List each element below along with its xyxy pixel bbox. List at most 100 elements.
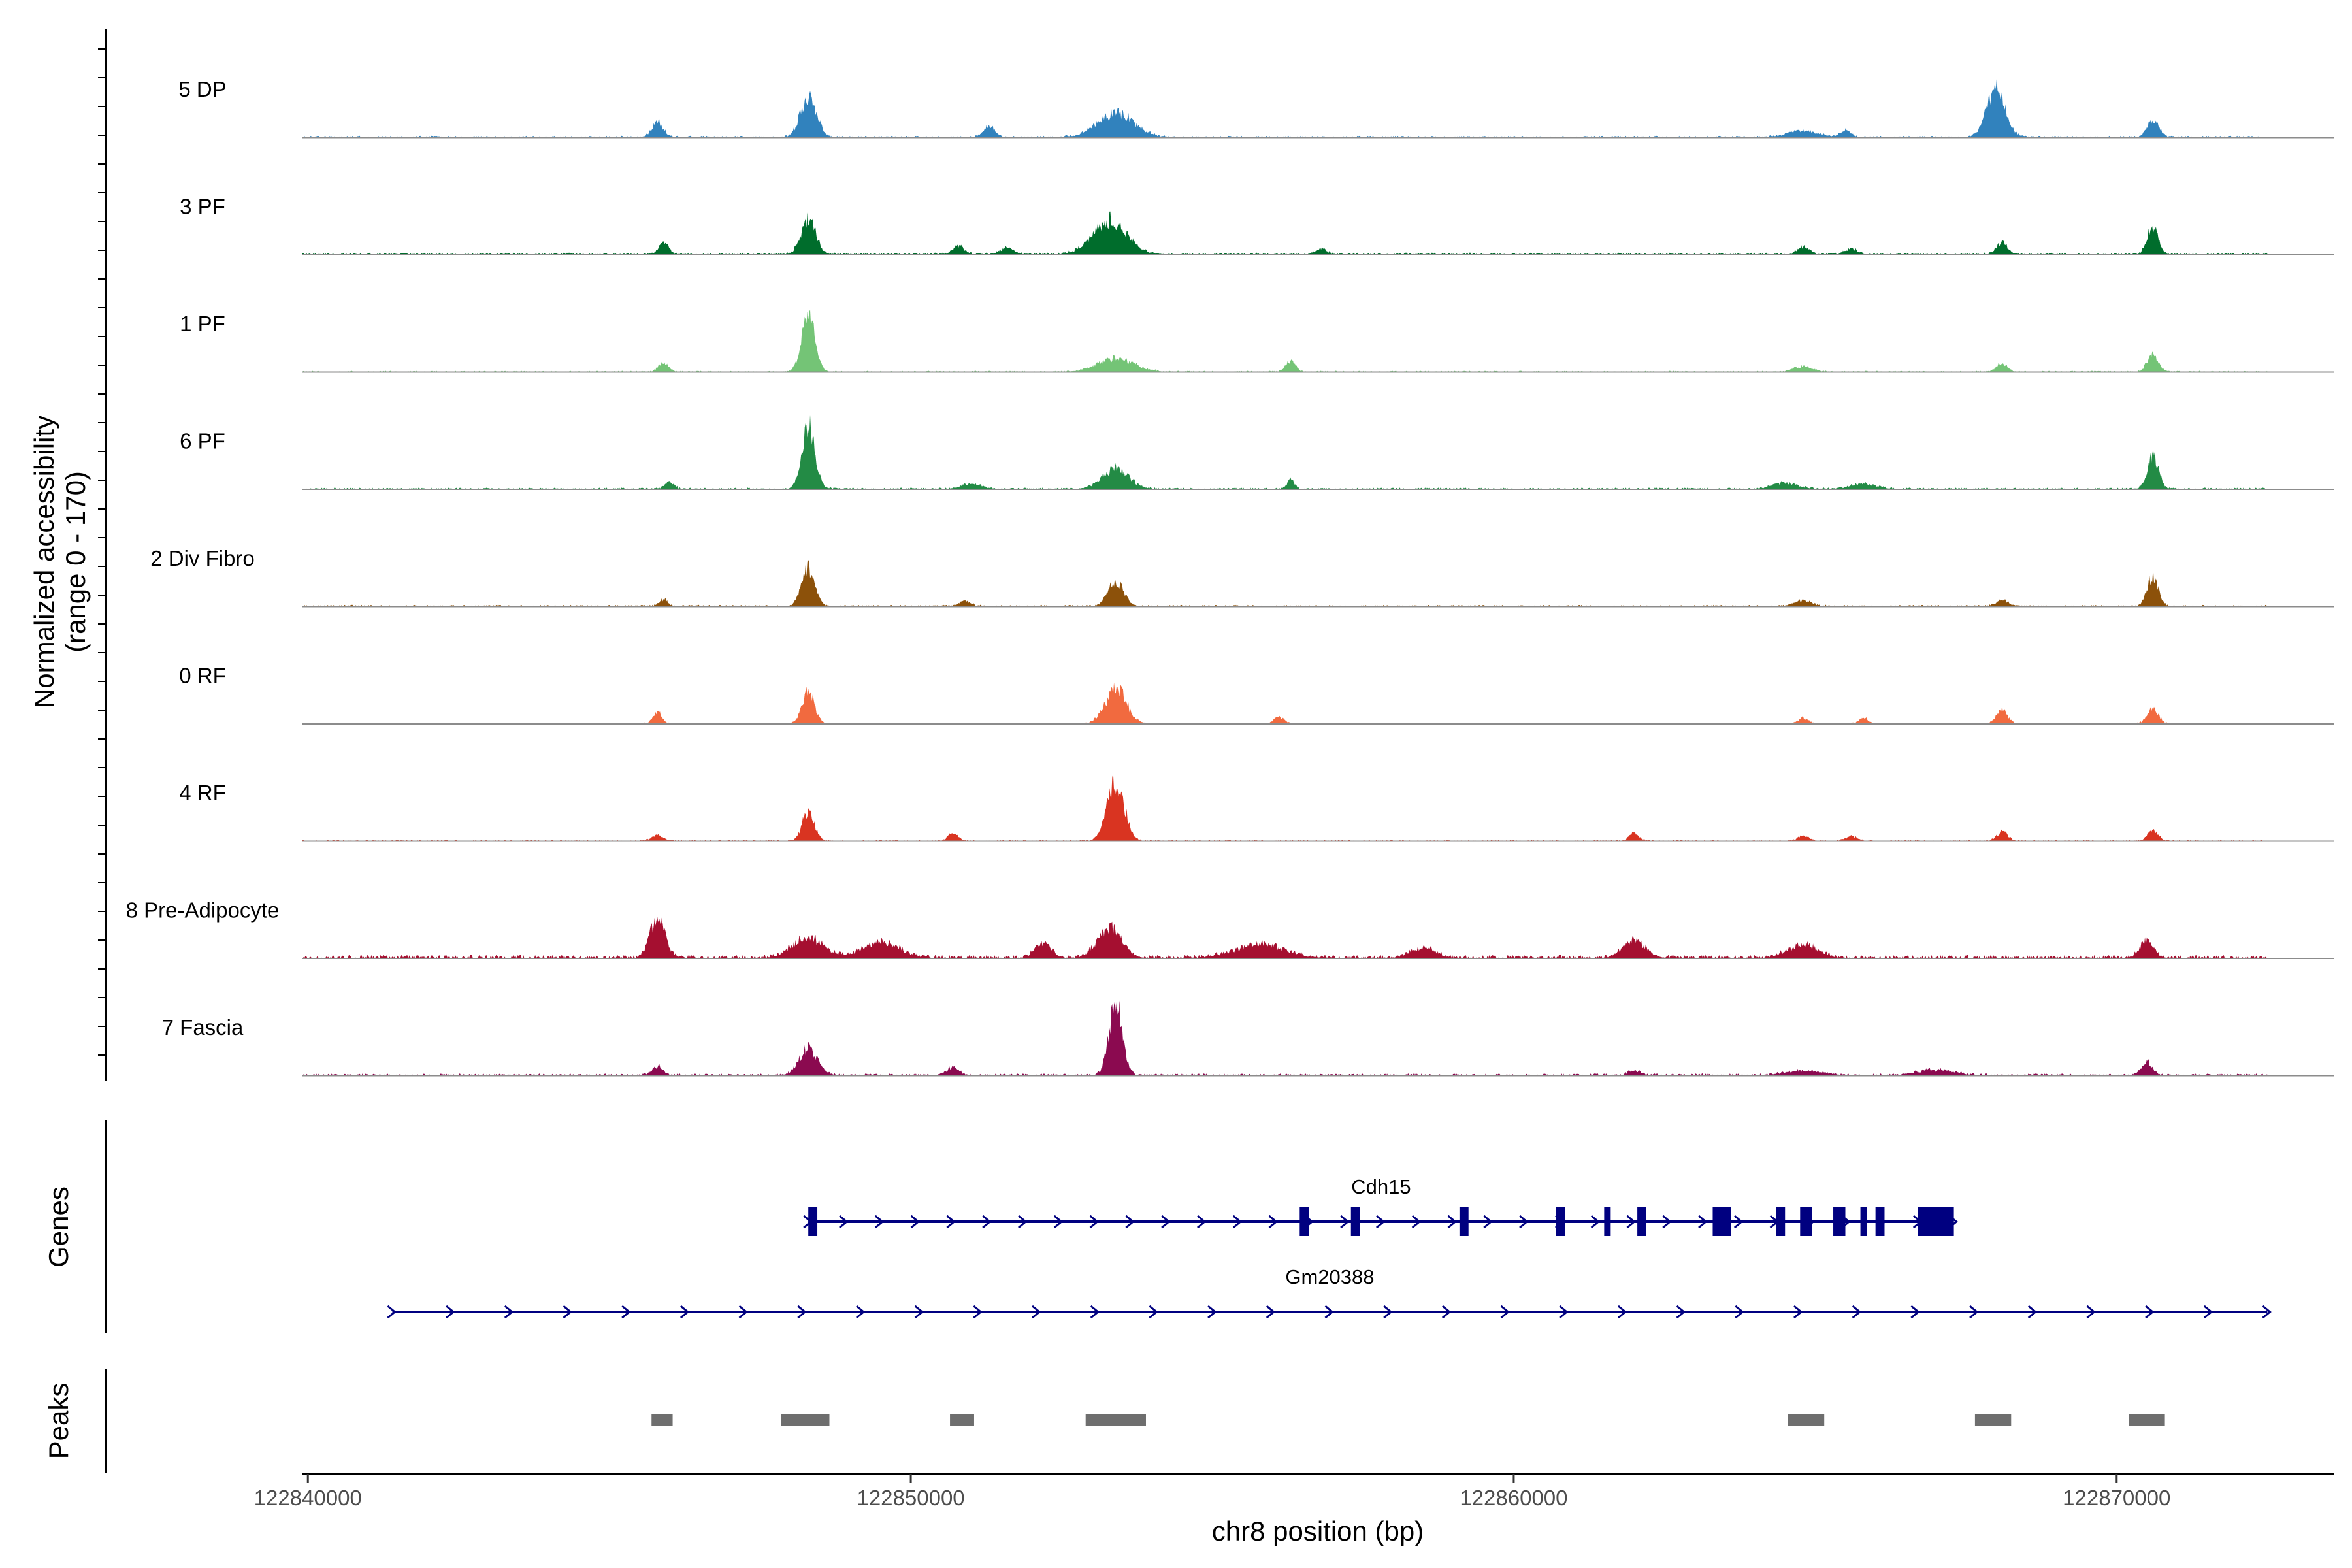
strand-arrow (1441, 1305, 1452, 1319)
strand-arrow (855, 1305, 866, 1319)
strand-arrow (1590, 1215, 1601, 1229)
strand-arrow (1196, 1215, 1207, 1229)
exon (1776, 1207, 1786, 1236)
exon (1459, 1207, 1469, 1236)
strand-arrow (1324, 1305, 1334, 1319)
strand-arrow (1852, 1305, 1862, 1319)
y-axis-title-line1: Normalized accessibility (29, 416, 59, 708)
strand-arrow (1090, 1305, 1100, 1319)
coverage-area (302, 211, 2268, 255)
strand-arrow (1698, 1215, 1708, 1229)
strand-arrow (1125, 1215, 1135, 1229)
gene-label: Cdh15 (1351, 1175, 1411, 1198)
exon (1833, 1207, 1846, 1236)
exon (1556, 1207, 1565, 1236)
x-axis-title: chr8 position (bp) (1212, 1516, 1424, 1546)
track-label: 4 RF (179, 781, 226, 805)
strand-arrow (2203, 1305, 2213, 1319)
exon (1637, 1207, 1646, 1236)
strand-arrow (1626, 1215, 1636, 1229)
strand-arrow (1559, 1305, 1569, 1319)
strand-arrow (1483, 1215, 1493, 1229)
strand-arrow (1910, 1305, 1920, 1319)
strand-arrow (1207, 1305, 1217, 1319)
peak-region (1974, 1414, 2012, 1426)
strand-arrow (1149, 1305, 1158, 1319)
strand-arrow (797, 1305, 807, 1319)
strand-arrow (2145, 1305, 2155, 1319)
y-axis-title: Normalized accessibility (range 0 - 170) (29, 416, 91, 708)
strand-arrow (1793, 1305, 1803, 1319)
peak-region (1788, 1414, 1825, 1426)
coverage-area (302, 414, 2268, 489)
coverage-area (302, 560, 2268, 607)
track-label: 3 PF (180, 195, 225, 219)
peak-region (2129, 1414, 2165, 1426)
track-label: 2 Div Fibro (150, 546, 255, 570)
strand-arrow (914, 1305, 924, 1319)
strand-arrow (1268, 1215, 1278, 1229)
strand-arrow (1411, 1215, 1422, 1229)
exon (1860, 1207, 1867, 1236)
strand-arrow (1662, 1215, 1672, 1229)
track-label: 0 RF (179, 664, 226, 688)
strand-arrow (2086, 1305, 2096, 1319)
strand-arrow (1232, 1215, 1243, 1229)
strand-arrow (738, 1305, 748, 1319)
strand-arrow (387, 1305, 397, 1319)
coverage-area (302, 772, 2268, 841)
strand-arrow (563, 1305, 572, 1319)
track-labels: 5 DP 3 PF 1 PF 6 PF 2 Div Fibro 0 RF 4 RF 8 Pre… (126, 77, 280, 1039)
x-tick-label: 122840000 (254, 1486, 362, 1510)
track-label: 6 PF (180, 429, 225, 453)
strand-arrow (910, 1215, 920, 1229)
coverage-area (302, 1000, 2268, 1076)
strand-arrow (1266, 1305, 1276, 1319)
strand-arrow (504, 1305, 514, 1319)
x-tick-label: 122850000 (857, 1486, 964, 1510)
strand-arrow (1617, 1305, 1627, 1319)
exon (1604, 1207, 1611, 1236)
coverage-area (302, 78, 2268, 138)
strand-arrow (2027, 1305, 2038, 1319)
peak-region (781, 1414, 830, 1426)
strand-arrow (1340, 1215, 1350, 1229)
strand-arrow (2262, 1305, 2272, 1319)
strand-arrow (1969, 1305, 1979, 1319)
coverage-area (302, 916, 2268, 958)
coverage-tracks (302, 78, 2334, 1077)
strand-arrow (982, 1215, 992, 1229)
strand-arrow (874, 1215, 885, 1229)
peaks-panel-label: Peaks (43, 1383, 74, 1460)
track-label: 5 DP (178, 77, 226, 101)
peak-region (1085, 1414, 1146, 1426)
peak-region (950, 1414, 974, 1426)
y-axis-title-line2: (range 0 - 170) (60, 471, 91, 653)
strand-arrow (1375, 1215, 1386, 1229)
strand-arrow (1032, 1305, 1041, 1319)
exon (1712, 1207, 1731, 1236)
strand-arrow (679, 1305, 690, 1319)
strand-arrow (1733, 1215, 1744, 1229)
strand-arrow (1089, 1215, 1099, 1229)
track-label: 8 Pre-Adipocyte (126, 898, 280, 923)
strand-arrow (446, 1305, 455, 1319)
exon (808, 1207, 818, 1236)
exon (1350, 1207, 1360, 1236)
peak-annotations (651, 1414, 2165, 1426)
strand-arrow (839, 1215, 849, 1229)
strand-arrow (946, 1215, 956, 1229)
exon (1299, 1207, 1309, 1236)
strand-arrow (1383, 1305, 1393, 1319)
strand-arrow (1676, 1305, 1686, 1319)
strand-arrow (1447, 1215, 1457, 1229)
x-tick-label: 122860000 (1460, 1486, 1567, 1510)
gene-annotations: Cdh15 Gm20388 (387, 1175, 2272, 1319)
strand-arrow (1053, 1215, 1064, 1229)
axes (98, 29, 2334, 1475)
exon (1875, 1207, 1885, 1236)
genes-panel-label: Genes (43, 1186, 74, 1267)
exon (1800, 1207, 1812, 1236)
strand-arrow (1018, 1215, 1028, 1229)
